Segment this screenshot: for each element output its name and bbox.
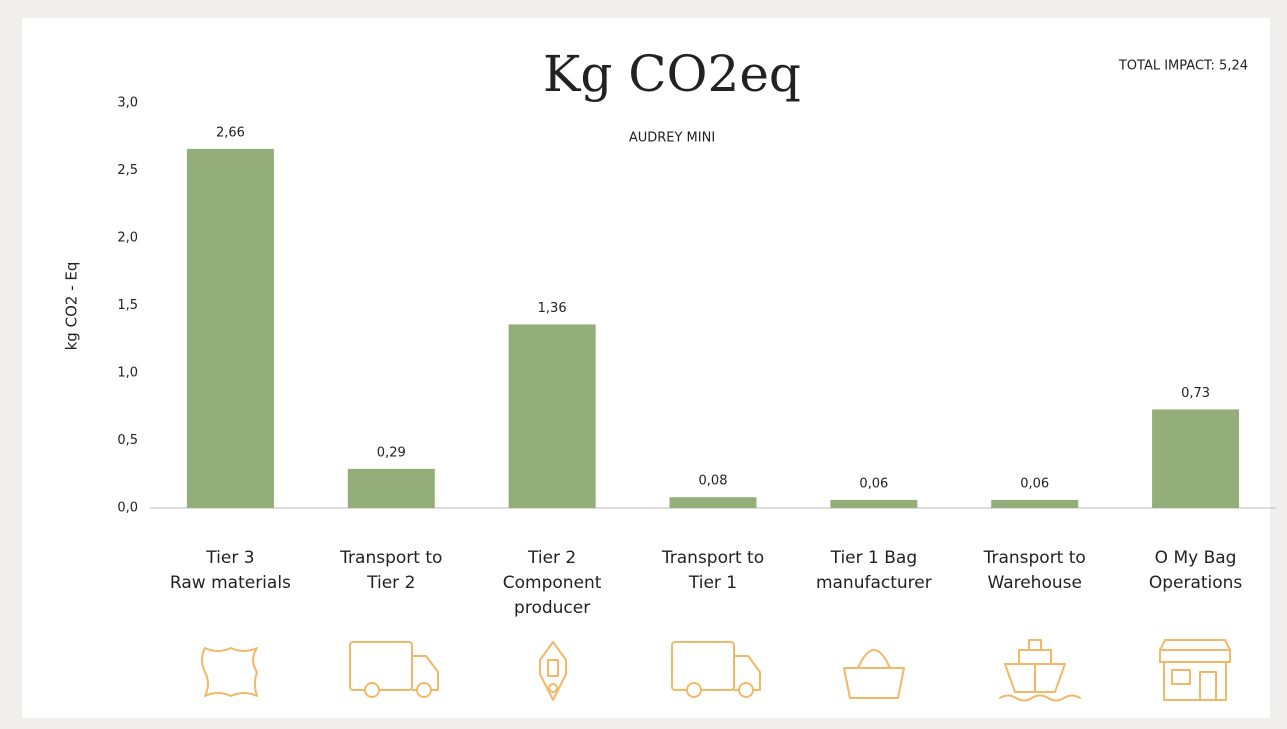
x-tick-label: Transport to: [339, 548, 442, 568]
data-label: 0,06: [1020, 476, 1049, 491]
icons: [201, 639, 1231, 702]
y-tick-label: 3,0: [117, 96, 138, 111]
chart-title: Kg CO2eq: [543, 45, 801, 103]
x-tick-label: Tier 2: [366, 573, 415, 593]
y-tick-label: 0,0: [117, 501, 138, 516]
data-label: 1,36: [538, 301, 567, 316]
bar: [1152, 409, 1240, 508]
x-tick-label: Tier 3: [205, 548, 254, 568]
y-tick-label: 2,5: [117, 163, 138, 178]
x-tick-label: Component: [503, 573, 602, 593]
data-label: 2,66: [216, 125, 245, 140]
x-tick-label: Tier 2: [527, 548, 576, 568]
bar: [186, 148, 274, 508]
x-tick-label: O My Bag: [1155, 548, 1237, 568]
x-tick-label: Transport to: [983, 548, 1086, 568]
bar: [991, 499, 1079, 508]
x-tick-label: Warehouse: [987, 573, 1081, 593]
x-tick-label: Tier 1 Bag: [830, 548, 918, 568]
bar: [669, 497, 757, 508]
data-label: 0,73: [1181, 386, 1210, 401]
y-tick-label: 0,5: [117, 433, 138, 448]
y-tick-label: 1,0: [117, 366, 138, 381]
x-tick-label: manufacturer: [816, 573, 932, 593]
x-tick-label: Transport to: [661, 548, 764, 568]
bar: [347, 468, 435, 508]
x-tick-label: producer: [514, 598, 590, 618]
x-tick-label: Raw materials: [170, 573, 291, 593]
data-label: 0,08: [699, 474, 728, 489]
data-label: 0,29: [377, 445, 406, 460]
x-tick-label: Operations: [1149, 573, 1243, 593]
bar: [830, 499, 918, 508]
y-tick-label: 1,5: [117, 298, 138, 313]
y-axis-label: kg CO2 - Eq: [63, 262, 81, 351]
chart-subtitle: AUDREY MINI: [629, 131, 715, 146]
total-impact: TOTAL IMPACT: 5,24: [1118, 59, 1248, 74]
y-tick-label: 2,0: [117, 231, 138, 246]
x-tick-label: Tier 1: [688, 573, 737, 593]
bar: [508, 324, 596, 508]
data-label: 0,06: [859, 476, 888, 491]
